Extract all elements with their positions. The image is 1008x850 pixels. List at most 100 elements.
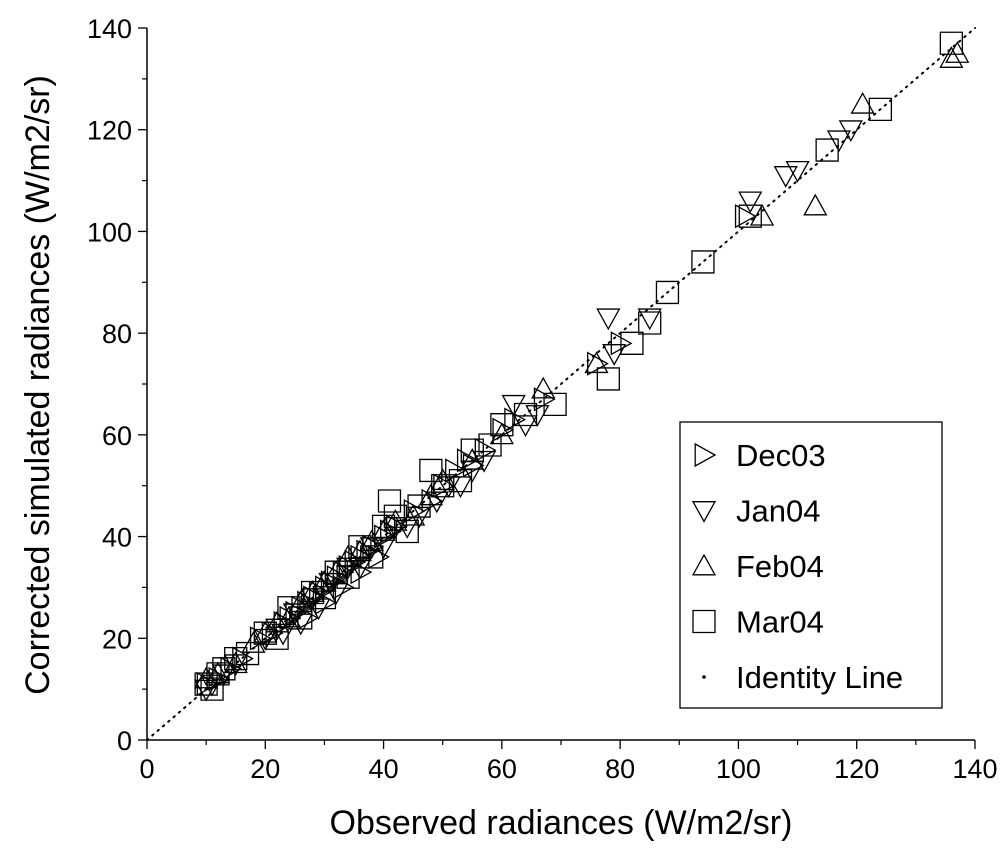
x-tick-label: 60 (487, 754, 517, 784)
feb04-point (276, 605, 302, 628)
x-tick-label: 0 (139, 754, 154, 784)
mar04-point (265, 626, 289, 650)
x-tick-label: 20 (250, 754, 280, 784)
mar04-point (277, 596, 301, 620)
dec03-point (297, 590, 320, 615)
dec03-point (456, 448, 479, 473)
mar04-point (407, 494, 431, 518)
y-tick-label: 120 (87, 116, 132, 146)
x-tick-label: 140 (952, 754, 997, 784)
mar04-point (543, 392, 567, 416)
mar04-point (194, 672, 218, 696)
feb04-point (531, 376, 556, 399)
mar04-point (448, 468, 473, 493)
mar04-point (478, 433, 502, 457)
jan04-point (785, 160, 810, 183)
feb04-point (803, 193, 828, 216)
jan04-point (359, 537, 384, 560)
mar04-point (383, 504, 408, 528)
legend-marker-mar04 (692, 609, 716, 634)
legend-marker-dec03 (694, 442, 717, 468)
mar04-point (289, 606, 313, 630)
jan04-point (738, 191, 763, 214)
dec03-point (344, 549, 367, 575)
jan04-point (773, 166, 798, 188)
mar04-point (815, 138, 839, 162)
mar04-point (224, 646, 248, 671)
y-tick-label: 60 (102, 421, 132, 451)
dec03-point (734, 204, 757, 229)
jan04-point (265, 618, 290, 641)
y-axis-title: Corrected simulated radiances (W/m2/sr) (19, 75, 57, 695)
mar04-point (312, 585, 337, 610)
jan04-point (288, 613, 313, 636)
mar04-point (206, 662, 230, 686)
legend-label-jan04: Jan04 (736, 494, 820, 529)
mar04-point (638, 311, 662, 335)
mar04-point (738, 204, 762, 228)
dec03-point (320, 570, 343, 595)
feb04-point (430, 468, 455, 491)
feb04-point (584, 351, 609, 374)
legend-marker-feb04 (691, 553, 717, 576)
legend-label-mar04: Mar04 (736, 605, 824, 640)
jan04-point (525, 405, 550, 427)
feb04-point (223, 651, 248, 674)
legend-marker-jan04 (691, 501, 717, 523)
feb04-point (939, 46, 964, 68)
jan04-point (253, 628, 278, 651)
mar04-point (655, 280, 680, 305)
mar04-point (360, 545, 384, 569)
y-tick-label: 40 (102, 523, 132, 553)
mar04-point (868, 97, 893, 122)
mar04-point (596, 367, 620, 391)
x-axis-title: Observed radiances (W/m2/sr) (330, 804, 793, 842)
x-tick-label: 100 (716, 754, 761, 784)
jan04-point (602, 344, 627, 366)
feb04-point (460, 447, 485, 470)
legend-box (679, 421, 943, 709)
legend-label-dec03: Dec03 (736, 438, 826, 473)
feb04-point (324, 559, 349, 582)
y-tick-label: 20 (102, 624, 132, 654)
mar04-point (336, 565, 360, 589)
dec03-point (273, 610, 296, 636)
dec03-point (445, 458, 467, 483)
x-tick-label: 120 (834, 754, 879, 784)
x-tick-label: 80 (605, 754, 635, 784)
y-tick-label: 0 (117, 726, 132, 756)
x-tick-label: 40 (369, 754, 399, 784)
jan04-point (596, 308, 621, 331)
jan04-point (838, 120, 863, 143)
mar04-point (939, 31, 963, 55)
legend-marker-dot (702, 675, 706, 679)
mar04-point (235, 641, 260, 666)
legend-label-feb04: Feb04 (736, 549, 824, 584)
mar04-point (253, 621, 277, 645)
mar04-point (460, 438, 484, 462)
jan04-point (637, 308, 662, 331)
mar04-point (395, 519, 419, 544)
mar04-point (300, 580, 325, 605)
plot-area (146, 27, 976, 741)
feb04-point (850, 91, 875, 114)
mar04-point (490, 413, 514, 437)
mar04-point (324, 560, 348, 584)
mar04-point (513, 402, 538, 427)
mar04-point (419, 458, 443, 483)
y-tick-label: 80 (102, 319, 132, 349)
jan04-point (501, 394, 526, 417)
mar04-point (620, 331, 644, 355)
jan04-point (826, 130, 852, 153)
mar04-point (377, 489, 402, 513)
mar04-point (371, 514, 396, 539)
mar04-point (348, 535, 372, 559)
jan04-point (424, 491, 449, 514)
mar04-point (431, 474, 455, 498)
legend-label-identity-line: Identity Line (736, 660, 903, 695)
y-tick-label: 140 (87, 14, 132, 44)
mar04-point (212, 657, 236, 681)
axes: 0 20 40 60 80 100 120 140 0 20 40 60 80 100 120 140 (87, 14, 998, 784)
mar04-point (691, 250, 715, 274)
